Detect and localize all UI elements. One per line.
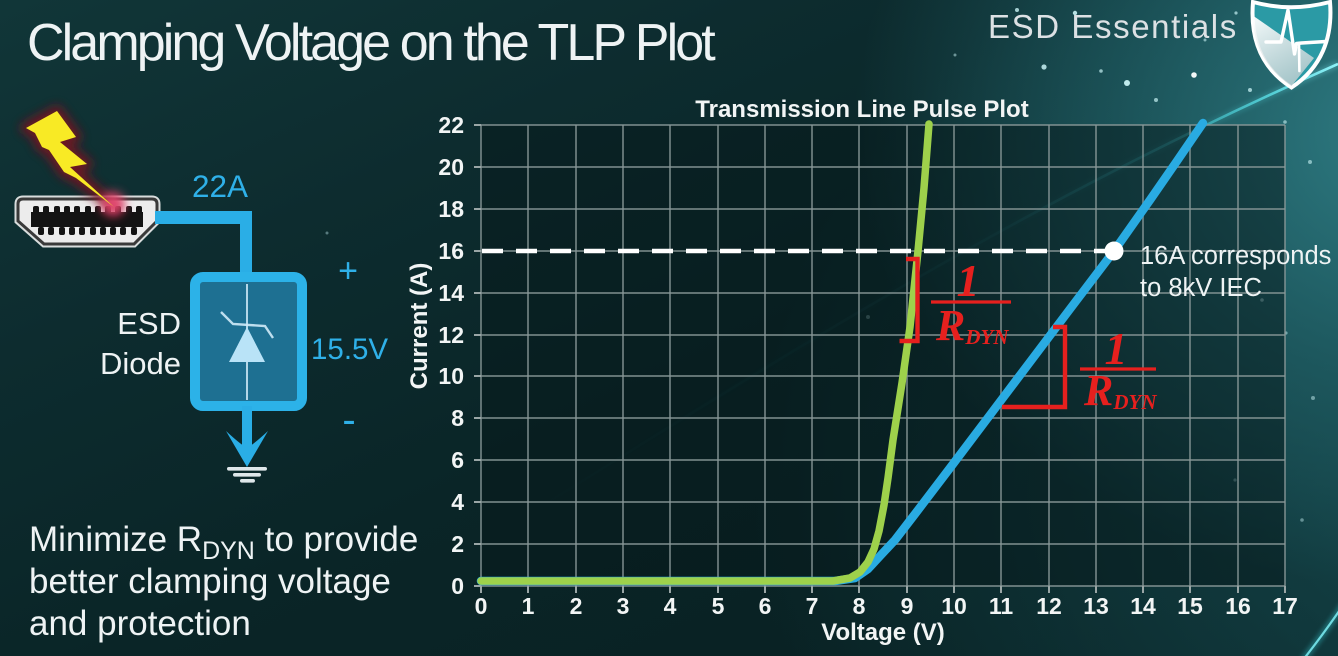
svg-text:9: 9	[901, 593, 914, 619]
svg-text:12: 12	[1036, 593, 1062, 619]
svg-text:+: +	[338, 252, 358, 290]
svg-text:11: 11	[989, 593, 1014, 619]
svg-text:Minimize RDYN to provide: Minimize RDYN to provide	[29, 520, 418, 565]
svg-text:7: 7	[806, 593, 819, 619]
svg-text:22A: 22A	[192, 168, 248, 204]
svg-text:0: 0	[451, 573, 464, 599]
svg-text:14: 14	[438, 280, 464, 306]
svg-text:1: 1	[522, 593, 535, 619]
svg-text:1: 1	[957, 255, 980, 306]
svg-text:10: 10	[941, 593, 967, 619]
svg-text:22: 22	[438, 112, 464, 138]
svg-text:8: 8	[451, 405, 464, 431]
svg-text:Clamping Voltage on the TLP Pl: Clamping Voltage on the TLP Plot	[27, 14, 716, 72]
svg-text:15.5V: 15.5V	[311, 333, 388, 366]
svg-text:and protection: and protection	[29, 604, 251, 643]
svg-text:ESD Essentials: ESD Essentials	[988, 8, 1238, 45]
svg-text:5: 5	[712, 593, 725, 619]
svg-text:1: 1	[1105, 323, 1128, 374]
svg-text:17: 17	[1272, 593, 1298, 619]
svg-text:13: 13	[1083, 593, 1109, 619]
svg-text:Voltage (V): Voltage (V)	[821, 619, 945, 646]
svg-text:ESD: ESD	[117, 306, 181, 341]
svg-text:4: 4	[451, 489, 464, 515]
svg-text:14: 14	[1130, 593, 1156, 619]
svg-text:15: 15	[1177, 593, 1203, 619]
svg-text:better clamping voltage: better clamping voltage	[29, 562, 391, 601]
svg-text:-: -	[342, 398, 355, 442]
svg-text:16: 16	[438, 238, 464, 264]
svg-text:6: 6	[759, 593, 772, 619]
svg-text:0: 0	[475, 593, 488, 619]
svg-text:Current (A): Current (A)	[406, 263, 433, 390]
svg-text:RDYN: RDYN	[935, 301, 1009, 350]
svg-text:to 8kV IEC: to 8kV IEC	[1140, 274, 1262, 302]
svg-text:12: 12	[438, 322, 464, 348]
svg-text:18: 18	[438, 196, 464, 222]
svg-text:16: 16	[1225, 593, 1251, 619]
svg-text:3: 3	[617, 593, 630, 619]
svg-text:4: 4	[664, 593, 677, 619]
svg-text:2: 2	[451, 531, 464, 557]
svg-text:20: 20	[438, 154, 464, 180]
svg-text:6: 6	[451, 447, 464, 473]
svg-text:8: 8	[853, 593, 866, 619]
svg-text:2: 2	[570, 593, 583, 619]
svg-text:Transmission Line Pulse Plot: Transmission Line Pulse Plot	[695, 96, 1028, 123]
svg-text:16A corresponds: 16A corresponds	[1140, 242, 1331, 270]
svg-text:10: 10	[438, 363, 464, 389]
svg-text:Diode: Diode	[100, 346, 181, 381]
